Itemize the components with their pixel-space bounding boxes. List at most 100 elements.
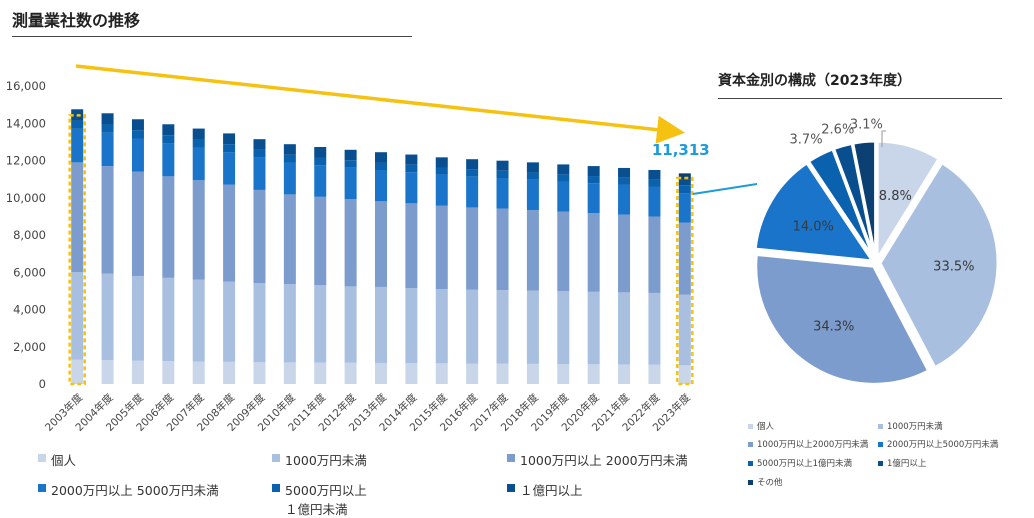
annotations: 11,313 (68, 64, 758, 386)
bar-segment (678, 185, 691, 194)
bar-segment (587, 176, 600, 184)
bar-segment (557, 174, 570, 182)
bar-segment (314, 196, 327, 286)
legend-label: 個人 (51, 453, 77, 468)
pie-slice (875, 139, 942, 265)
y-tick-label: 0 (39, 377, 46, 391)
bar-segment (587, 183, 600, 214)
bar-segment (648, 292, 661, 365)
bar-segment (405, 288, 418, 364)
bar-segment (466, 176, 479, 208)
bar-segment (223, 281, 236, 362)
bar-segment (618, 214, 631, 293)
bar-legend-item: 個人 (38, 450, 76, 469)
bar-segment (466, 169, 479, 177)
legend-label: 1000万円以上2000万円未満 (757, 440, 869, 450)
bar-segment (496, 178, 509, 209)
bar-segment (344, 167, 357, 200)
bar-segment (223, 361, 236, 384)
bar-segment (192, 128, 205, 140)
pie-slice (753, 160, 876, 263)
bar-legend-item: 5000万円以上 １億円未満 (272, 480, 367, 518)
bar-segment (557, 164, 570, 175)
bar-segment (283, 144, 296, 155)
bar-segment (162, 143, 175, 177)
bar-segment (131, 119, 144, 131)
bar-segment (618, 364, 631, 384)
legend-label: １億円以上 (520, 483, 583, 498)
bar-segment (678, 193, 691, 223)
y-tick-label: 14,000 (6, 116, 46, 130)
bar-segment (587, 213, 600, 292)
y-tick-label: 12,000 (6, 154, 46, 168)
legend-swatch (878, 460, 883, 466)
legend-swatch (507, 484, 515, 492)
bar-segment (648, 364, 661, 384)
bar-segment (496, 290, 509, 364)
y-tick-label: 8,000 (13, 228, 46, 242)
legend-swatch (878, 423, 883, 429)
bar-legend-item: 2000万円以上 5000万円未満 (38, 480, 219, 499)
bar-segment (71, 120, 84, 129)
bar-segment (405, 164, 418, 173)
pie-legend-item: 1億円以上 (878, 457, 926, 469)
bar-segment (344, 362, 357, 384)
legend-label: 1000万円以上 2000万円未満 (520, 453, 688, 468)
bar-segment (253, 139, 266, 150)
legend-label: 1億円以上 (887, 459, 927, 469)
pie-slice (754, 252, 931, 386)
bar-segment (405, 172, 418, 204)
bar-segment (162, 176, 175, 278)
legend-swatch (748, 423, 753, 429)
legend-label: 1000万円未満 (285, 453, 367, 468)
bar-segment (253, 283, 266, 363)
bar-segment (314, 285, 327, 363)
bar-chart-title: 測量業社数の推移 (12, 11, 141, 30)
bar-segment (223, 184, 236, 282)
bar-legend-item: 1000万円未満 (272, 450, 367, 469)
bar-segment (131, 130, 144, 139)
bar-segment (557, 181, 570, 212)
bar-segment (618, 167, 631, 178)
bar-segment (375, 152, 387, 163)
bar-segment (253, 189, 266, 284)
pie-chart: 8.8% 33.5% 34.3% 14.0% 3.7%2.6%3.1% (753, 118, 1000, 386)
bar-segment (587, 291, 600, 365)
bar-segment (375, 362, 387, 384)
bar-segment (496, 170, 509, 179)
bar-segment (526, 172, 539, 180)
bar-segment (283, 154, 296, 163)
bar-segment (648, 186, 661, 217)
bar-segment (283, 284, 296, 363)
bar-segment (526, 363, 539, 384)
bar-segment (648, 179, 661, 187)
legend-label: 個人 (757, 422, 775, 432)
bar-segment (253, 362, 266, 384)
legend-label: 5000万円以上 １億円未満 (285, 483, 367, 517)
y-tick-label: 2,000 (13, 340, 46, 354)
pie-legend-item: 2000万円以上5000万円未満 (878, 438, 998, 450)
bar-segment (618, 184, 631, 215)
bar-segment (344, 160, 357, 168)
bar-segment (496, 160, 509, 171)
bar-segment (466, 289, 479, 364)
bar-segment (162, 124, 175, 136)
legend-label: 2000万円以上5000万円未満 (887, 440, 999, 450)
total-callout: 11,313 (652, 141, 710, 159)
bar-segment (314, 362, 327, 384)
bar-segment (101, 113, 114, 125)
bar-title-underline (12, 36, 412, 37)
bar-segment (344, 149, 357, 161)
bar-legend-item: 1000万円以上 2000万円未満 (507, 450, 688, 469)
legend-swatch (38, 484, 46, 492)
bar-segment (223, 133, 236, 145)
legend-label: 1000万円未満 (887, 422, 943, 432)
bar-legend-item: １億円以上 (507, 480, 583, 499)
bar-segment (496, 363, 509, 384)
bar-segment (101, 360, 114, 384)
bar-segment (526, 290, 539, 364)
bar-segment (101, 166, 114, 274)
bar-segment (314, 146, 327, 158)
bar-segment (587, 166, 600, 177)
pie-slice (851, 139, 878, 260)
